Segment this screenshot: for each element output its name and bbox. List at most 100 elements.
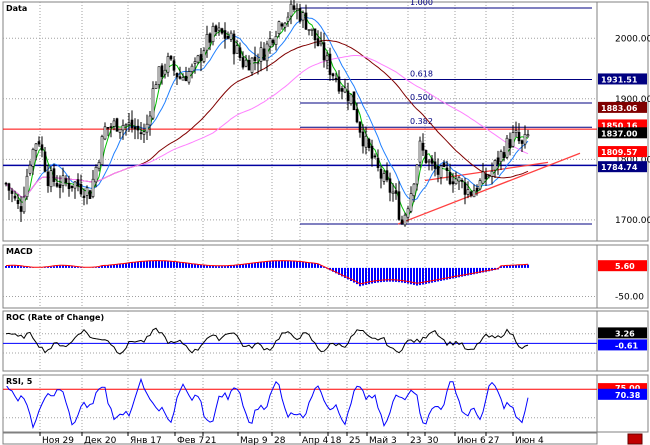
candle-body: [430, 158, 434, 164]
candle-body: [217, 27, 221, 31]
candle-body: [85, 187, 89, 196]
candle-body: [316, 38, 320, 46]
candle-body: [67, 182, 71, 189]
candle-body: [424, 150, 428, 163]
candle-body: [175, 72, 179, 78]
candle-body: [88, 190, 92, 199]
candle-body: [298, 8, 302, 22]
candle-body: [142, 131, 146, 135]
x-tick-label: 23: [410, 436, 421, 445]
price-tag: [598, 101, 647, 113]
candle-body: [262, 48, 266, 61]
candle-body: [490, 170, 494, 177]
candle-body: [181, 77, 185, 81]
candle-body: [409, 193, 413, 212]
candle-body: [295, 8, 299, 11]
candle-body: [451, 181, 455, 185]
candle-body: [301, 12, 305, 21]
candle-body: [280, 23, 284, 27]
candle-body: [355, 109, 359, 123]
candle-body: [52, 168, 56, 182]
candle-body: [109, 126, 113, 128]
candle-body: [496, 157, 500, 165]
candle-body: [331, 73, 335, 77]
roc-line: [5, 327, 529, 355]
candle-body: [346, 90, 350, 101]
candle-body: [19, 206, 23, 212]
macd-panel-title: MACD: [6, 247, 33, 256]
candle-body: [31, 149, 35, 167]
candle-body: [520, 140, 524, 144]
candle-body: [202, 50, 206, 62]
rsi-tag: [598, 388, 647, 400]
x-tick-label: 25: [349, 436, 360, 445]
price-tag: [598, 127, 647, 139]
candle-body: [400, 219, 404, 224]
fibonacci-level-label: 0.500: [410, 93, 433, 102]
candle-body: [403, 214, 407, 226]
candle-body: [166, 56, 170, 73]
x-tick-label: Июн 6: [457, 436, 486, 445]
candle-body: [364, 135, 368, 148]
candle-body: [415, 164, 419, 185]
candle-body: [223, 30, 227, 39]
price-tag: [598, 161, 647, 173]
candle-body: [388, 178, 392, 193]
candle-body: [472, 190, 476, 198]
candle-body: [394, 190, 398, 194]
candle-body: [523, 134, 527, 145]
candle-body: [289, 3, 293, 17]
candle-body: [277, 21, 281, 34]
candle-body: [106, 127, 110, 129]
panel-title-bg: [4, 246, 32, 256]
candle-body: [349, 94, 353, 104]
candle-body: [340, 88, 344, 92]
price-tag-label: 1809.57: [601, 148, 637, 157]
price-panel-title: Data: [6, 4, 27, 13]
candle-body: [307, 29, 311, 31]
candle-body: [373, 155, 377, 158]
price-tag-label: 1850.16: [601, 121, 638, 130]
price-tag-label: 1931.51: [601, 75, 638, 84]
macd-tag: [598, 260, 647, 272]
candle-body: [511, 132, 515, 147]
y-tick-label: -50.00: [615, 293, 644, 303]
price-tag: [598, 146, 647, 158]
candle-body: [247, 59, 251, 71]
x-tick-label: 28: [274, 436, 286, 445]
candle-body: [37, 141, 41, 145]
candle-body: [97, 162, 101, 169]
x-tick-label: Мар 9: [240, 436, 268, 445]
candle-body: [112, 120, 116, 127]
roc-tag-label: -0.61: [615, 341, 638, 350]
candle-body: [379, 168, 383, 179]
candle-body: [160, 65, 164, 77]
candle-body: [151, 88, 155, 119]
price-tag-label: 1837.00: [601, 129, 638, 138]
candle-body: [292, 5, 296, 10]
x-tick-label: 30: [427, 436, 439, 445]
candle-body: [493, 160, 497, 171]
roc-tag-label: 3.26: [615, 329, 635, 338]
candle-body: [478, 180, 482, 190]
candle-body: [337, 76, 341, 92]
candle-body: [73, 181, 77, 189]
candle-body: [475, 187, 479, 192]
candle-body: [256, 62, 260, 65]
candle-body: [40, 144, 44, 151]
candle-body: [508, 139, 512, 148]
candle-body: [244, 59, 248, 67]
candle-body: [235, 45, 239, 54]
candle-body: [169, 55, 173, 60]
candle-body: [463, 182, 467, 195]
candle-body: [319, 41, 323, 45]
candle-body: [127, 122, 131, 125]
candle-body: [367, 138, 371, 148]
candle-body: [427, 160, 431, 163]
rsi-panel-title: RSI, 5: [6, 377, 33, 386]
roc-panel-title: ROC (Rate of Change): [6, 313, 104, 322]
candle-body: [79, 184, 83, 195]
price-tag: [598, 119, 647, 131]
